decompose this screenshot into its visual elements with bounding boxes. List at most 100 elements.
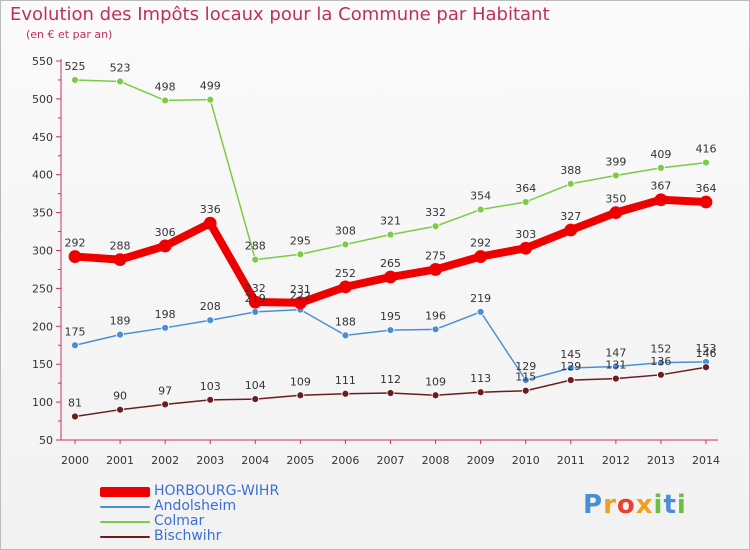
data-label: 332 (425, 206, 446, 219)
y-tick-label: 50 (39, 434, 53, 447)
data-point (341, 331, 350, 340)
x-tick-label: 2003 (196, 454, 224, 467)
data-label: 232 (245, 282, 266, 295)
data-point (657, 358, 665, 367)
data-point (206, 95, 215, 104)
data-point (476, 307, 485, 316)
data-label: 399 (605, 155, 626, 168)
data-label: 198 (155, 308, 176, 321)
data-label: 265 (380, 257, 401, 270)
data-point (521, 376, 530, 385)
data-point (429, 263, 442, 276)
data-point (431, 391, 440, 400)
data-label: 131 (605, 359, 626, 372)
data-label: 292 (470, 237, 491, 250)
data-label: 308 (335, 224, 356, 237)
x-tick-label: 2004 (241, 454, 269, 467)
data-label: 523 (110, 61, 131, 74)
data-label: 109 (290, 375, 311, 388)
data-point (566, 376, 575, 385)
data-point (293, 296, 307, 310)
data-point (161, 96, 170, 105)
data-label: 321 (380, 215, 401, 228)
data-point (474, 250, 488, 263)
data-label: 364 (515, 182, 536, 195)
data-label: 112 (380, 373, 401, 386)
data-label: 388 (560, 164, 581, 177)
data-point (699, 195, 713, 209)
data-point (702, 158, 710, 167)
data-point (702, 363, 710, 372)
data-label: 303 (515, 228, 536, 241)
y-tick-label: 400 (32, 169, 53, 182)
data-point (611, 362, 620, 371)
x-tick-label: 2005 (286, 454, 314, 467)
data-label: 222 (290, 290, 311, 303)
data-point (251, 255, 260, 264)
logo-letter: i (653, 490, 664, 520)
data-label: 292 (65, 237, 86, 250)
data-point (71, 76, 79, 84)
data-point (519, 241, 533, 255)
data-point (521, 198, 530, 206)
y-tick-label: 350 (32, 207, 53, 220)
data-label: 275 (425, 249, 446, 262)
legend: HORBOURG-WIHR Andolsheim Colmar Bischwihr (100, 484, 279, 544)
data-point (657, 163, 665, 172)
data-point (386, 389, 395, 397)
legend-swatch (100, 505, 150, 508)
data-label: 147 (605, 346, 626, 359)
data-label: 90 (113, 390, 127, 403)
data-label: 129 (560, 360, 581, 373)
data-label: 103 (200, 380, 221, 393)
data-point (609, 206, 623, 220)
data-point (116, 405, 124, 414)
y-tick-label: 500 (32, 93, 53, 106)
data-label: 195 (380, 310, 401, 323)
x-tick-label: 2007 (377, 454, 405, 467)
data-label: 97 (158, 384, 172, 397)
data-point (566, 179, 575, 188)
x-tick-label: 2010 (512, 454, 540, 467)
data-point (296, 250, 305, 259)
data-point (116, 77, 124, 86)
data-point (386, 230, 395, 239)
legend-label: Bischwihr (154, 528, 222, 544)
data-label: 136 (650, 355, 671, 368)
data-label: 189 (110, 315, 131, 328)
logo-letter: o (616, 490, 636, 520)
data-point (521, 386, 530, 395)
chart-title: Evolution des Impôts locaux pour la Comm… (10, 4, 550, 25)
data-point (296, 391, 305, 400)
data-point (161, 400, 170, 409)
y-tick-label: 250 (32, 282, 53, 295)
data-point (71, 412, 79, 421)
data-label: 499 (200, 80, 221, 93)
legend-label: Andolsheim (154, 498, 237, 514)
data-label: 208 (200, 300, 221, 313)
data-label: 109 (425, 375, 446, 388)
data-label: 111 (335, 374, 356, 387)
proxiti-logo: Proxiti (583, 490, 687, 520)
data-point (657, 370, 665, 379)
data-point (476, 205, 485, 214)
data-label: 498 (155, 80, 176, 93)
data-label: 336 (200, 203, 221, 216)
data-label: 188 (335, 315, 356, 328)
x-tick-label: 2011 (557, 454, 585, 467)
data-label: 115 (515, 371, 536, 384)
data-label: 219 (245, 292, 266, 305)
data-label: 288 (245, 240, 266, 253)
legend-swatch (100, 486, 150, 497)
y-tick-label: 150 (32, 358, 53, 371)
x-tick-label: 2014 (692, 454, 720, 467)
logo-letter: i (676, 490, 687, 520)
data-point (654, 193, 668, 207)
legend-item: Colmar (100, 514, 279, 529)
data-label: 416 (696, 143, 717, 156)
x-tick-label: 2001 (106, 454, 134, 467)
data-label: 364 (696, 182, 717, 195)
data-label: 145 (560, 348, 581, 361)
data-label: 367 (650, 180, 671, 193)
